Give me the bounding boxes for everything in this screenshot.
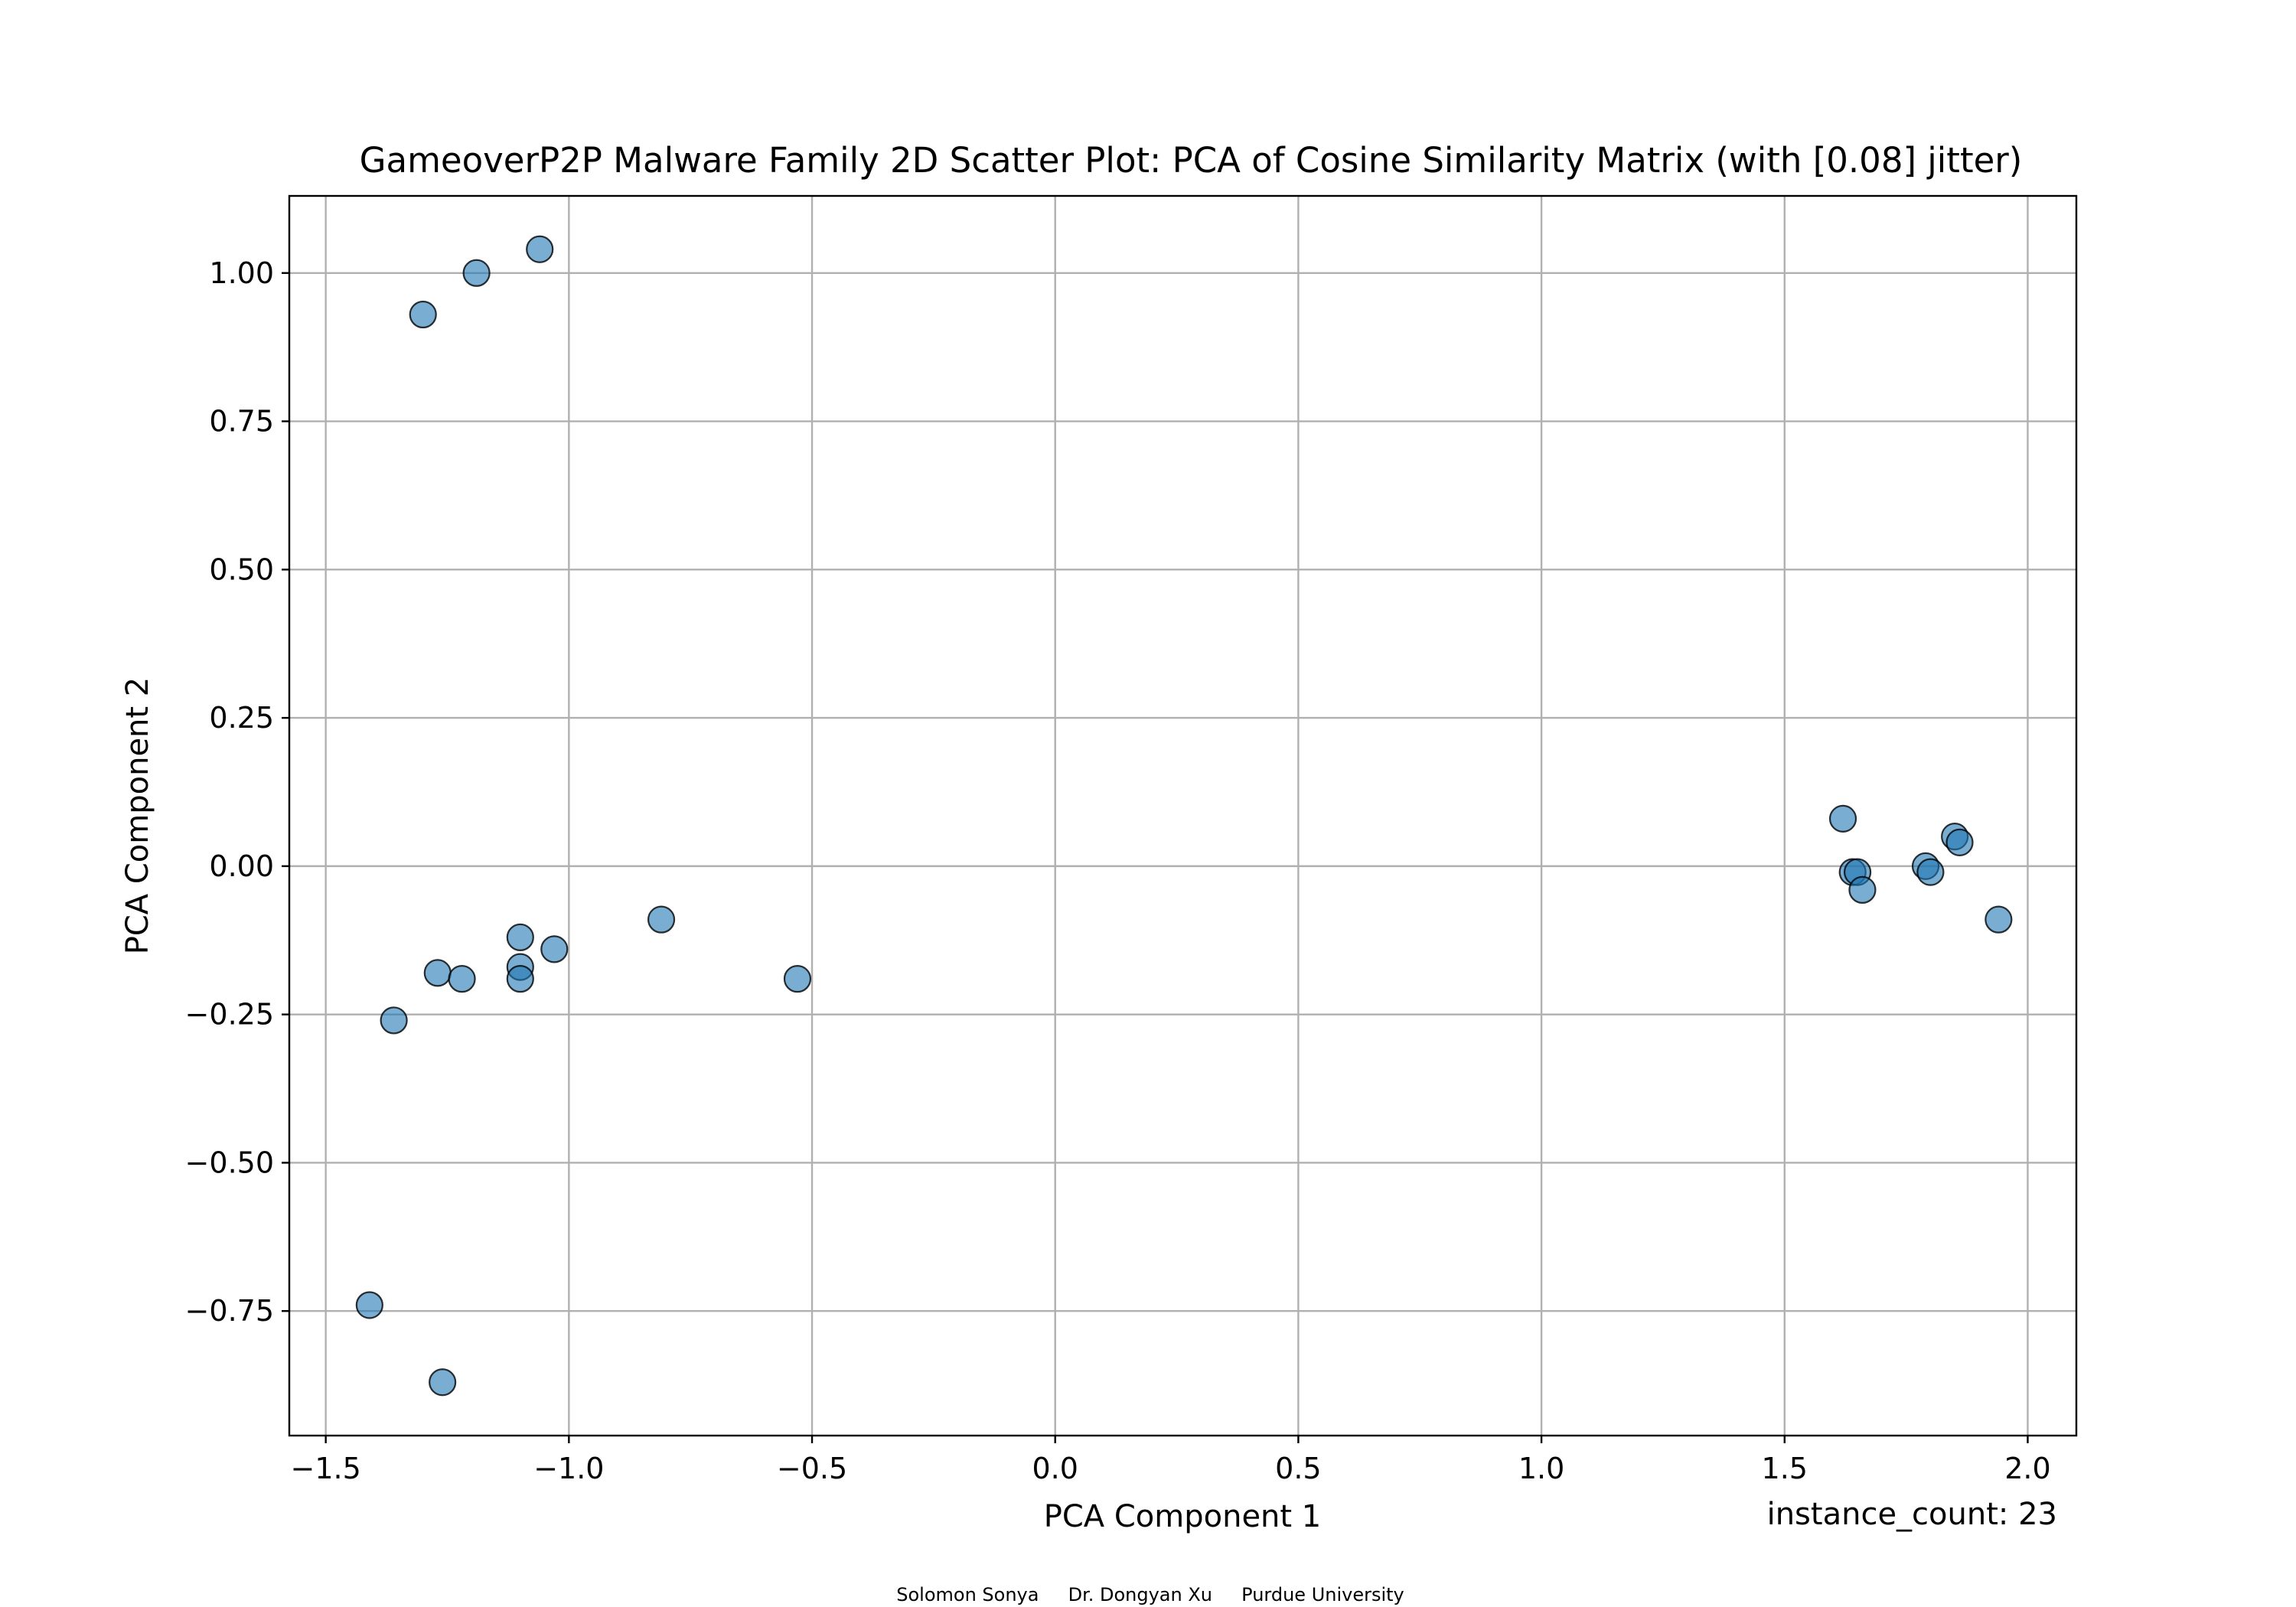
y-tick-label: 1.00 [209, 256, 274, 290]
scatter-point [506, 965, 534, 993]
scatter-point [423, 959, 452, 987]
x-tick-label: 0.5 [1275, 1452, 1321, 1485]
scatter-point [526, 235, 554, 263]
plot-frame [288, 194, 2078, 1437]
x-tick-label: −1.0 [533, 1452, 604, 1485]
footer-credits: Solomon Sonya Dr. Dongyan Xu Purdue Univ… [896, 1584, 1404, 1605]
instance-count-note: instance_count: 23 [1767, 1497, 2057, 1532]
x-tick-label: −1.5 [291, 1452, 361, 1485]
scatter-point [647, 905, 676, 934]
scatter-point [462, 259, 491, 287]
x-tick-label: 2.0 [2004, 1452, 2050, 1485]
y-tick-label: 0.50 [209, 553, 274, 586]
scatter-point [1848, 875, 1877, 904]
data-points [355, 235, 2013, 1397]
y-axis-label: PCA Component 2 [120, 677, 155, 955]
chart-title: GameoverP2P Malware Family 2D Scatter Pl… [360, 140, 2023, 181]
scatter-point [429, 1368, 457, 1397]
y-tick-label: 0.25 [209, 701, 274, 735]
x-tick-label: 1.0 [1518, 1452, 1564, 1485]
y-tick-label: −0.25 [185, 998, 274, 1032]
y-tick-label: 0.00 [209, 849, 274, 883]
x-axis-ticks: −1.5 −1.0 −0.5 0.0 0.5 1.0 1.5 2.0 [291, 1436, 2051, 1485]
scatter-point [448, 965, 476, 993]
x-tick-label: 0.0 [1032, 1452, 1078, 1485]
x-tick-label: −0.5 [777, 1452, 847, 1485]
scatter-point [380, 1006, 408, 1035]
scatter-point [1945, 828, 1974, 856]
scatter-point [1985, 905, 2013, 934]
grid-lines [289, 196, 2076, 1436]
scatter-point [506, 923, 534, 951]
scatter-point [355, 1291, 383, 1319]
x-tick-label: 1.5 [1762, 1452, 1808, 1485]
y-tick-label: −0.50 [185, 1146, 274, 1179]
scatter-point [783, 965, 812, 993]
y-axis-ticks: −0.75 −0.50 −0.25 0.00 0.25 0.50 0.75 1.00 [185, 256, 289, 1328]
scatter-point [1828, 804, 1857, 833]
y-tick-label: −0.75 [185, 1294, 274, 1328]
scatter-point [409, 300, 437, 329]
scatter-point [1916, 858, 1945, 886]
scatter-point [540, 935, 569, 963]
y-tick-label: 0.75 [209, 405, 274, 438]
x-axis-label: PCA Component 1 [1044, 1499, 1322, 1534]
